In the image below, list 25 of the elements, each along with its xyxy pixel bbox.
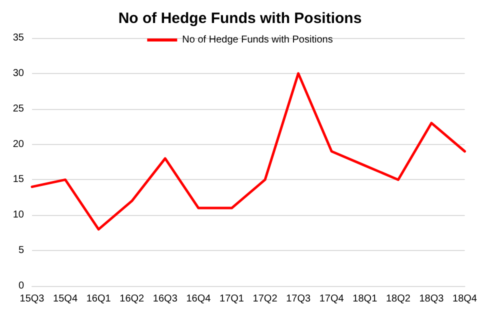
x-tick-label: 18Q1 — [352, 294, 378, 304]
x-tick-label: 17Q4 — [319, 294, 344, 304]
x-tick-label: 17Q1 — [220, 294, 244, 304]
y-tick-label: 15 — [12, 174, 24, 186]
x-tick-label: 16Q3 — [152, 294, 178, 304]
x-tick-label: 16Q4 — [186, 294, 212, 304]
y-tick-label: 30 — [12, 68, 24, 79]
chart-title: No of Hedge Funds with Positions — [118, 10, 362, 27]
x-tick-label: 16Q1 — [86, 294, 112, 304]
y-tick-label: 35 — [12, 32, 24, 44]
line-series — [30, 72, 466, 231]
x-tick-label: 17Q3 — [286, 294, 311, 304]
y-tick-label: 0 — [18, 280, 24, 292]
x-tick-label: 15Q3 — [20, 294, 45, 304]
y-tick-label: 10 — [12, 210, 24, 221]
x-tick-label: 18Q2 — [386, 294, 411, 304]
y-tick-label: 5 — [18, 245, 24, 256]
x-tick-label: 18Q4 — [452, 294, 478, 304]
y-tick-label: 20 — [12, 138, 24, 150]
x-tick-label: 18Q3 — [419, 294, 444, 304]
legend-label: No of Hedge Funds with Positions — [182, 34, 333, 46]
x-tick-label: 17Q2 — [252, 294, 278, 304]
y-tick-label: 25 — [12, 103, 24, 114]
x-tick-label: 15Q4 — [53, 294, 78, 304]
x-tick-label: 16Q2 — [120, 294, 145, 304]
